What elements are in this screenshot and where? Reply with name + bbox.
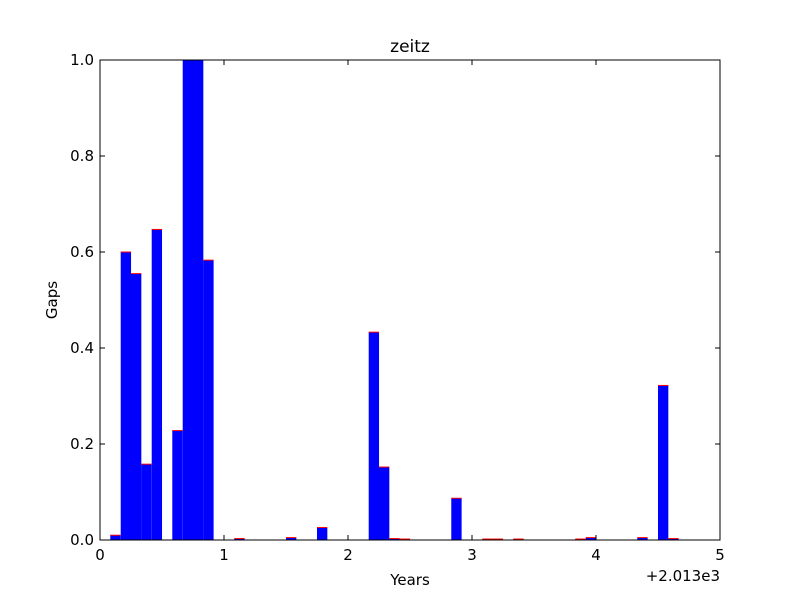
bar-22 (637, 537, 648, 540)
bar-7 (193, 60, 204, 540)
bar-21 (585, 537, 597, 540)
bar-4 (151, 229, 163, 540)
x-tick-label-4: 4 (591, 546, 601, 564)
y-tick-label-3: 0.6 (70, 243, 94, 261)
bar-5 (172, 430, 183, 540)
chart-title: zeitz (390, 37, 430, 57)
bar-10 (286, 537, 297, 540)
y-tick-label-4: 0.8 (70, 147, 94, 165)
x-tick-label-2: 2 (343, 546, 353, 564)
x-axis-label: Years (389, 571, 430, 589)
bar-0 (110, 535, 121, 540)
bar-3 (141, 464, 152, 540)
y-axis-label: Gaps (43, 281, 61, 319)
bar-14 (389, 538, 400, 540)
bar-16 (451, 498, 462, 540)
bar-8 (203, 260, 214, 540)
bar-13 (379, 467, 390, 540)
bar-11 (317, 527, 328, 540)
bar-24 (668, 538, 679, 540)
bar-12 (368, 332, 380, 540)
x-tick-label-5: 5 (715, 546, 725, 564)
bar-9 (234, 538, 245, 540)
x-tick-label-1: 1 (219, 546, 229, 564)
y-tick-label-0: 0.0 (70, 531, 94, 549)
x-tick-label-3: 3 (467, 546, 477, 564)
x-axis-offset-label: +2.013e3 (646, 567, 720, 585)
y-tick-label-1: 0.2 (70, 435, 94, 453)
y-tick-label-5: 1.0 (70, 51, 94, 69)
bar-1 (120, 252, 132, 540)
plot-frame (99, 59, 721, 541)
bar-2 (131, 273, 142, 540)
y-tick-label-2: 0.4 (70, 339, 94, 357)
x-tick-label-0: 0 (95, 546, 105, 564)
ticks-group: 0 1 2 3 4 5 0.0 0.2 0.4 0.6 0.8 1.0 (70, 51, 725, 564)
bar-6 (182, 60, 194, 540)
bar-23 (658, 385, 669, 540)
